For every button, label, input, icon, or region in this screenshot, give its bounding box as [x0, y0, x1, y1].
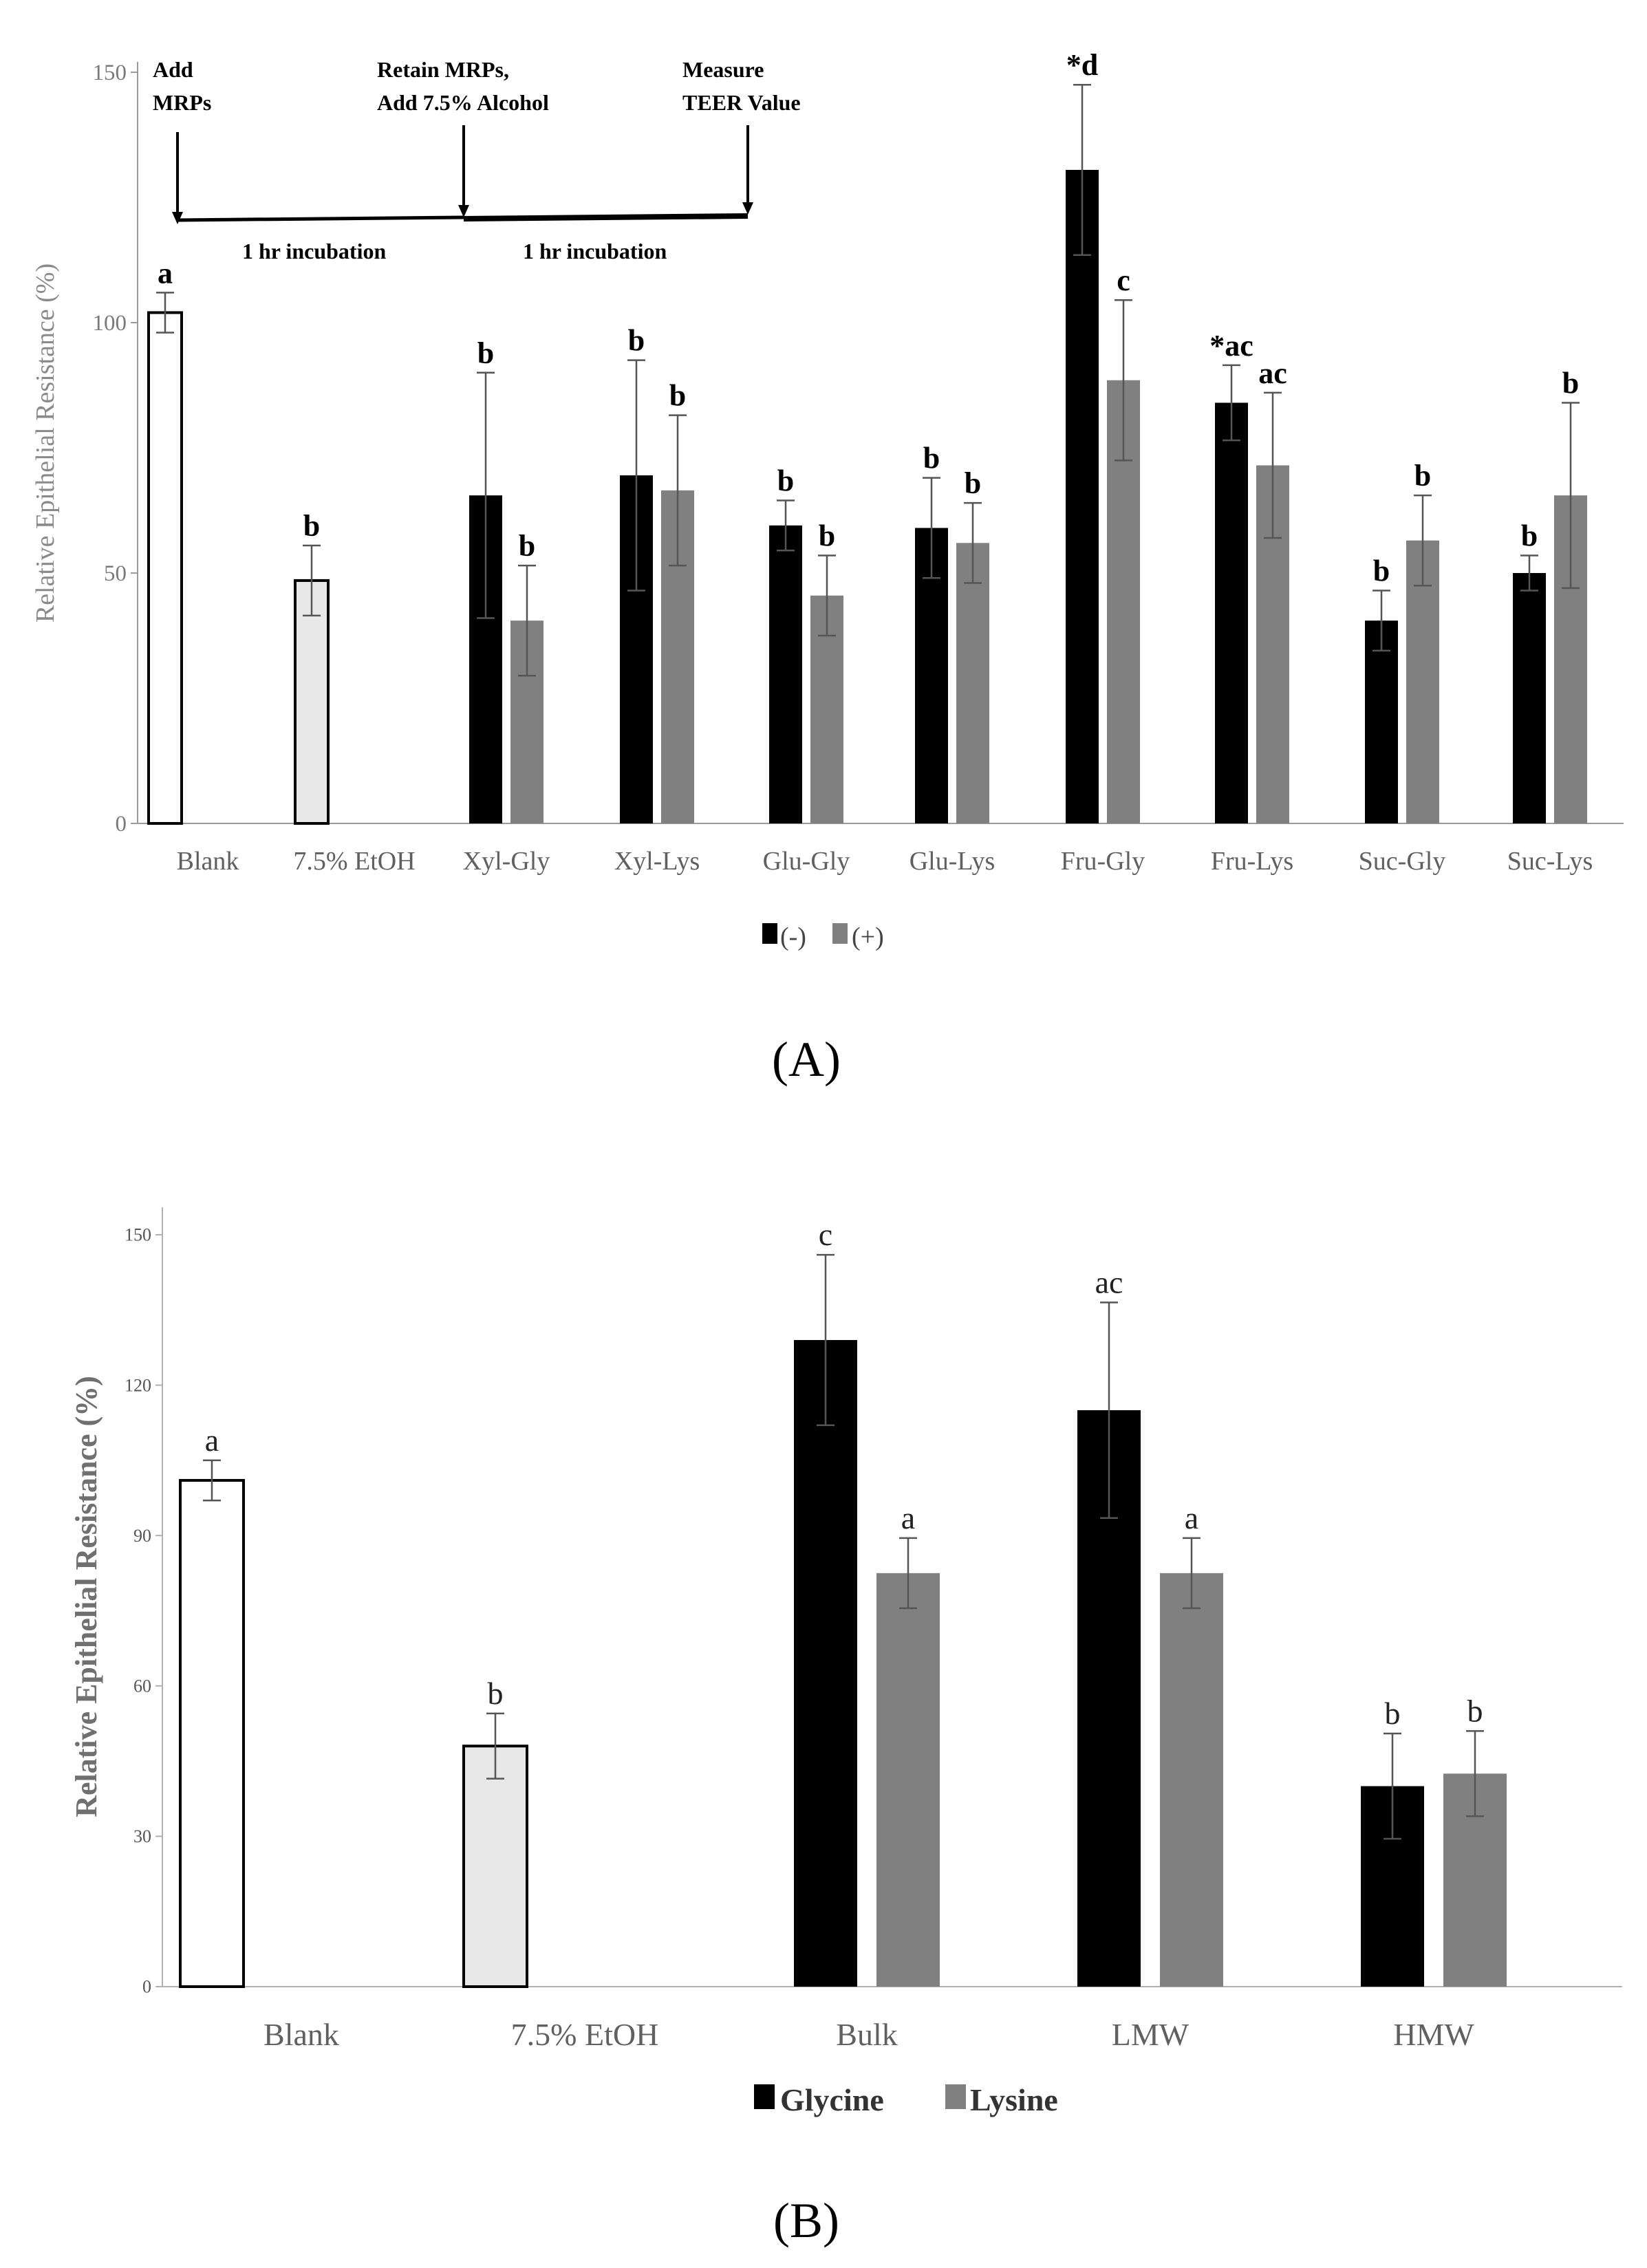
timeline-step-3-line1: Measure [682, 57, 764, 82]
category-label-fru-gly: Fru-Gly [1061, 847, 1145, 876]
y-tick-label: 60 [133, 1676, 151, 1696]
significance-label-fru-lys-: ac [1258, 356, 1287, 390]
bar-bulk-glycine [794, 1340, 857, 1987]
legend-swatch-minus [762, 923, 777, 944]
significance-label-hmw-glycine: b [1385, 1696, 1401, 1731]
significance-label-7-5-etoh: b [303, 509, 320, 543]
timeline-step-1-line1: Add [153, 57, 193, 82]
legend-label-plus: (+) [852, 922, 884, 951]
y-tick-label: 90 [133, 1526, 151, 1546]
y-tick-label: 0 [116, 812, 127, 836]
category-label-fru-lys: Fru-Lys [1211, 847, 1293, 876]
category-label-xyl-gly: Xyl-Gly [463, 847, 550, 876]
significance-label-bulk-lysine: a [901, 1500, 915, 1535]
significance-label-suc-lys-: b [1562, 366, 1579, 400]
panel-a-title: (A) [772, 1032, 841, 1087]
timeline-step-2-line2: Add 7.5% Alcohol [377, 90, 549, 115]
bar-lmw-lysine [1160, 1573, 1223, 1987]
significance-label-xyl-lys-: b [628, 324, 645, 358]
bar-blank [179, 1479, 245, 1988]
timeline-interval-1: 1 hr incubation [242, 239, 386, 263]
bar-fru-gly- [1066, 169, 1099, 823]
category-label-7-5-etoh: 7.5% EtOH [293, 847, 415, 876]
timeline-step-1-line2: MRPs [153, 90, 211, 115]
category-label-bulk: Bulk [836, 2017, 897, 2052]
bar-bulk-lysine [876, 1573, 940, 1987]
significance-label-glu-lys-: b [965, 466, 981, 500]
category-label-blank: Blank [263, 2017, 339, 2052]
category-label-hmw: HMW [1393, 2017, 1474, 2052]
panel-b-y-axis-label: Relative Epithelial Resistance (%) [69, 1376, 103, 1817]
bar-suc-lys- [1513, 573, 1546, 823]
significance-label-suc-gly-: b [1373, 554, 1390, 587]
legend-swatch-lysine [945, 2084, 966, 2109]
category-label-7-5-etoh: 7.5% EtOH [511, 2017, 659, 2052]
significance-label-glu-gly-: b [777, 464, 794, 497]
timeline-arrowhead-measure [742, 202, 753, 215]
significance-label-blank: a [205, 1423, 219, 1458]
timeline-arrowhead-add [172, 212, 183, 224]
category-label-blank: Blank [177, 847, 239, 876]
significance-label-lmw-glycine: ac [1095, 1264, 1123, 1299]
legend-label-minus: (-) [780, 922, 806, 951]
y-tick-label: 0 [142, 1977, 151, 1997]
category-label-lmw: LMW [1112, 2017, 1190, 2052]
y-tick-label: 150 [125, 1225, 151, 1245]
category-label-glu-gly: Glu-Gly [763, 847, 850, 876]
significance-label-suc-gly-: b [1414, 459, 1431, 493]
panel-b-legend: Glycine Lysine [754, 2082, 1058, 2117]
y-tick-label: 30 [133, 1826, 151, 1846]
bar-glu-gly- [769, 525, 802, 823]
legend-swatch-plus [832, 923, 848, 944]
significance-label-fru-lys-: *ac [1209, 329, 1253, 363]
bar-glu-lys- [956, 543, 989, 823]
significance-label-glu-lys-: b [923, 442, 940, 475]
bar-7-5-etoh [462, 1745, 528, 1988]
significance-label-xyl-lys-: b [669, 379, 686, 413]
bar-suc-gly- [1365, 620, 1398, 823]
significance-label-7-5-etoh: b [488, 1676, 504, 1711]
significance-label-fru-gly-: c [1117, 263, 1130, 297]
category-label-xyl-lys: Xyl-Lys [614, 847, 700, 876]
legend-label-lysine: Lysine [970, 2082, 1058, 2117]
category-label-suc-gly: Suc-Gly [1359, 847, 1446, 876]
significance-label-xyl-gly-: b [477, 336, 494, 370]
bar-7-5-etoh [294, 579, 330, 825]
bar-suc-gly- [1406, 540, 1439, 823]
y-tick-label: 50 [104, 561, 127, 586]
panel-a-legend: (-) (+) [762, 922, 884, 951]
timeline-bar-1 [177, 215, 464, 222]
legend-label-glycine: Glycine [780, 2082, 884, 2117]
timeline-bar-2 [463, 213, 749, 222]
category-label-glu-lys: Glu-Lys [909, 847, 995, 876]
bar-blank [147, 311, 183, 825]
bar-fru-lys- [1215, 402, 1248, 823]
y-tick-label: 150 [93, 61, 127, 85]
y-tick-label: 100 [93, 311, 127, 336]
y-tick-label: 120 [125, 1375, 151, 1395]
panel-a-chart: 0 50 100 150 Relative Epithelial Resistance… [31, 48, 1624, 1087]
legend-swatch-glycine [754, 2084, 775, 2109]
panel-b-chart: 0 30 60 90 120 150 Relative Epithelial Resist… [69, 1207, 1622, 2248]
significance-label-suc-lys-: b [1521, 519, 1538, 553]
significance-label-fru-gly-: *d [1066, 48, 1098, 82]
panel-b-title: (B) [773, 2193, 839, 2248]
timeline-step-3-line2: TEER Value [682, 90, 801, 115]
significance-label-blank: a [158, 256, 173, 290]
significance-label-lmw-lysine: a [1185, 1500, 1198, 1535]
significance-label-glu-gly-: b [819, 519, 835, 553]
panel-a-timeline: Add MRPs Retain MRPs, Add 7.5% Alcohol M… [153, 57, 801, 263]
significance-label-bulk-glycine: c [819, 1217, 832, 1252]
significance-label-hmw-lysine: b [1467, 1693, 1483, 1728]
significance-label-xyl-gly-: b [519, 529, 535, 563]
timeline-interval-2: 1 hr incubation [523, 239, 667, 263]
timeline-arrowhead-retain [458, 205, 469, 217]
panel-a-y-axis-label: Relative Epithelial Resistance (%) [31, 263, 60, 623]
timeline-step-2-line1: Retain MRPs, [377, 57, 509, 82]
category-label-suc-lys: Suc-Lys [1507, 847, 1593, 876]
